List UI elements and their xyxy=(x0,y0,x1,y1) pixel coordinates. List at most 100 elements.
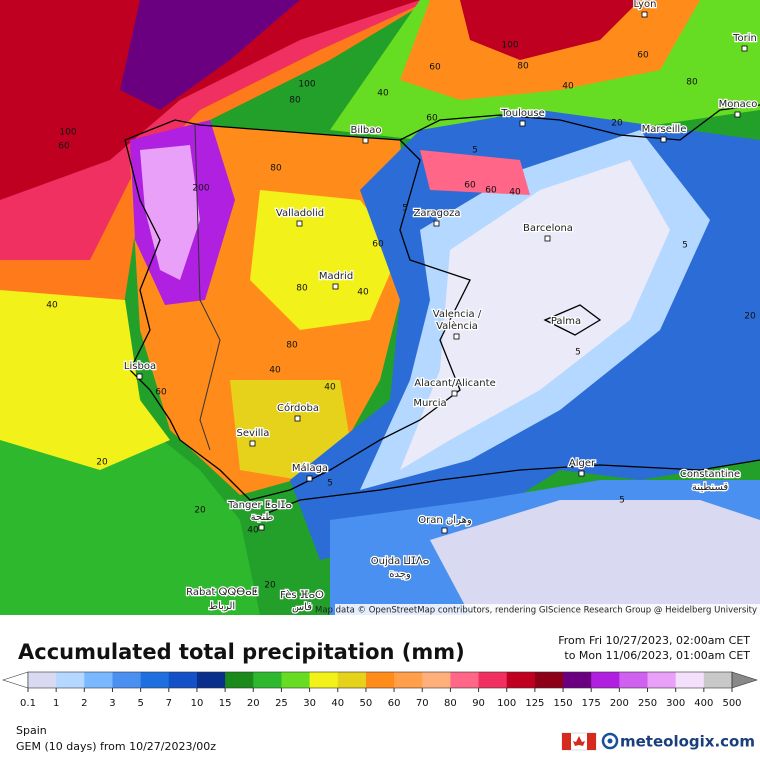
rain-area xyxy=(400,160,670,470)
city-label: Constantine xyxy=(680,469,740,480)
contour-label: 100 xyxy=(298,80,315,90)
contour-label: 20 xyxy=(194,506,206,516)
legend-swatch xyxy=(225,672,254,688)
legend-swatch xyxy=(506,672,536,688)
contour-label: 80 xyxy=(286,341,298,351)
contour-label: 5 xyxy=(619,496,625,506)
city-marker xyxy=(451,390,458,397)
legend: 0.1 1 2 3 5 7 10 15 20 25 30 40 50 60 70 80 90 100 125 150 1… xyxy=(2,671,758,709)
legend-tick-label: 150 xyxy=(553,698,572,709)
city-label: Fès ⴼⴰⵙ xyxy=(280,589,324,601)
city-marker xyxy=(441,527,448,534)
contour-label: 60 xyxy=(464,181,476,191)
legend-swatch xyxy=(365,672,395,688)
city-marker xyxy=(306,475,313,482)
legend-swatch xyxy=(647,672,677,688)
contour-label: 40 xyxy=(377,89,389,99)
region: Spain xyxy=(16,724,47,737)
contour-label: 40 xyxy=(46,301,58,311)
rain-area xyxy=(120,0,300,110)
legend-swatch xyxy=(478,672,508,688)
legend-swatch xyxy=(253,672,282,688)
contour-label: 20 xyxy=(611,119,623,129)
city-label: Marseille xyxy=(642,124,687,135)
rain-area xyxy=(0,0,420,200)
legend-tick-label: 50 xyxy=(360,698,373,709)
city-marker xyxy=(741,45,748,52)
city-marker xyxy=(249,440,256,447)
city-label: Bilbao xyxy=(350,125,381,136)
city-label: Torin xyxy=(732,33,757,44)
city-marker xyxy=(136,373,143,380)
legend-tick-label: 60 xyxy=(388,698,401,709)
contour-label: 40 xyxy=(562,82,574,92)
city-label: وجدة xyxy=(389,569,411,580)
contour-label: 60 xyxy=(426,114,438,124)
city-label: Oran وهران xyxy=(418,515,472,526)
city-label: Córdoba xyxy=(277,402,319,414)
title: Accumulated total precipitation (mm) xyxy=(18,640,465,664)
contour-label: 5 xyxy=(402,204,408,214)
city-marker xyxy=(453,333,460,340)
contour-label: 60 xyxy=(58,142,70,152)
legend-swatch xyxy=(675,672,705,688)
contour-label: 60 xyxy=(485,186,497,196)
legend-tick-label: 2 xyxy=(81,698,87,709)
city-label: Lyon xyxy=(633,0,656,10)
rain-area xyxy=(250,190,400,330)
legend-swatch xyxy=(534,672,564,688)
legend-tick-label: 175 xyxy=(582,698,601,709)
legend-tick-label: 400 xyxy=(694,698,713,709)
legend-swatch xyxy=(168,672,198,688)
contour-label: 60 xyxy=(155,388,167,398)
precipitation-map: 100 60 40 20 20 20 40 60 80 100 200 80 60 40 80 80 40 40 6… xyxy=(0,0,760,616)
legend-swatch xyxy=(309,672,339,688)
legend-tick-label: 1 xyxy=(53,698,59,709)
city-marker xyxy=(519,120,526,127)
city-label: Barcelona xyxy=(523,223,573,234)
contour-label: 5 xyxy=(682,241,688,251)
city-label: Murcia xyxy=(413,398,446,409)
legend-frame xyxy=(27,671,733,689)
city-label: Palma xyxy=(551,316,581,327)
legend-tick-label: 25 xyxy=(275,698,288,709)
legend-tick-label: 250 xyxy=(638,698,657,709)
city-label: Oujda ⵡⵊⴷⴰ xyxy=(371,556,430,567)
contour-label: 200 xyxy=(192,184,209,194)
legend-swatch xyxy=(140,672,170,688)
coastline xyxy=(399,104,760,141)
city-label: Tanger ⵟⴰⵏⵊⴰ xyxy=(227,500,292,511)
legend-swatch xyxy=(619,672,649,688)
contour-label: 20 xyxy=(96,458,108,468)
legend-swatch xyxy=(337,672,367,688)
legend-tick-label: 10 xyxy=(191,698,204,709)
contour-label: 80 xyxy=(517,62,529,72)
contour-label: 100 xyxy=(501,41,518,51)
legend-tick-label: 0.1 xyxy=(20,698,36,709)
legend-tick-label: 300 xyxy=(666,698,685,709)
legend-tick-label: 7 xyxy=(166,698,172,709)
legend-swatch xyxy=(56,672,85,688)
legend-tick-label: 5 xyxy=(137,698,143,709)
contour-label: 5 xyxy=(327,479,333,489)
legend-tick-label: 3 xyxy=(109,698,115,709)
logo xyxy=(601,732,619,750)
model: GEM (10 days) from 10/27/2023/00z xyxy=(16,740,216,753)
legend-swatch xyxy=(28,672,57,688)
contour-label: 40 xyxy=(357,288,369,298)
contour-label: 100 xyxy=(59,128,76,138)
legend-arrow xyxy=(2,671,29,689)
contour-label: 20 xyxy=(744,312,756,322)
contour-label: 40 xyxy=(324,383,336,393)
legend-tick-label: 100 xyxy=(497,698,516,709)
city-marker xyxy=(578,470,585,477)
border xyxy=(194,124,221,451)
city-label: Rabat ⵕⵕⴱⴰⵟ xyxy=(186,587,258,598)
legend-tick-label: 20 xyxy=(247,698,260,709)
contour-label: 5 xyxy=(575,348,581,358)
city-marker xyxy=(734,111,741,118)
city-marker xyxy=(332,283,339,290)
brand[interactable]: meteologix.com xyxy=(620,733,755,751)
contour-label: 40 xyxy=(269,366,281,376)
